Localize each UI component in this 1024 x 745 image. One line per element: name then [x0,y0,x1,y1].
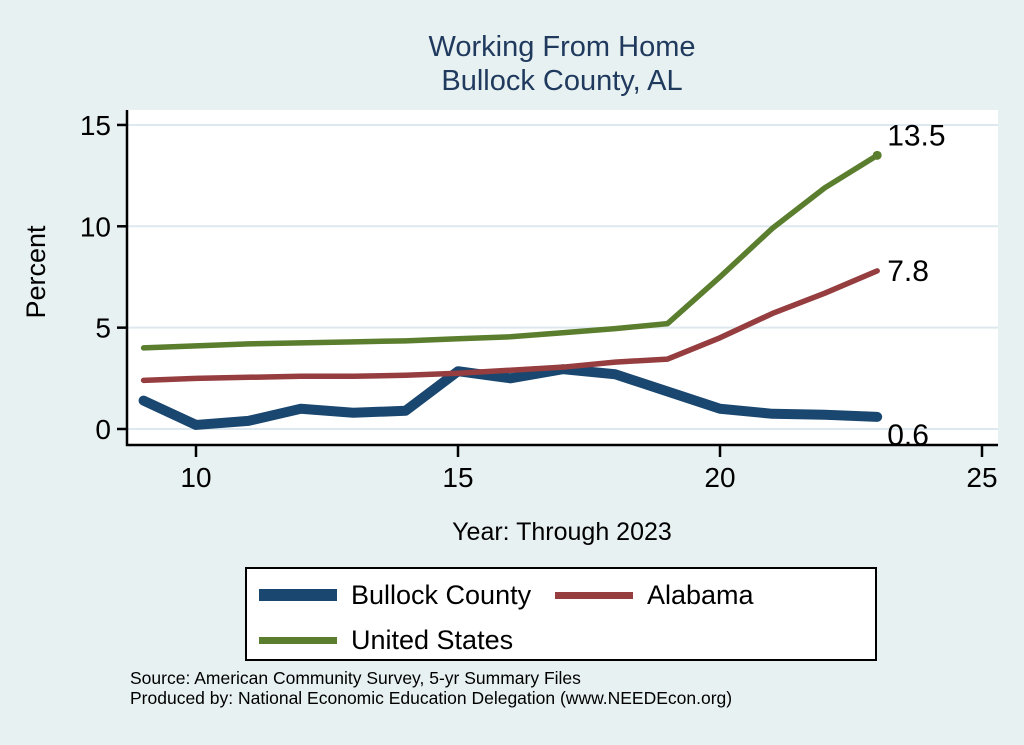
legend-item: Alabama [555,577,754,613]
series-line [138,364,883,430]
axes [125,110,998,447]
series-end-marker [872,150,882,160]
legend-item: Bullock County [259,577,531,613]
legend: Bullock County Alabama United States [245,567,877,661]
y-tick-label: 5 [95,313,111,344]
series-end-label: 13.5 [887,119,945,152]
x-tick-label: 25 [966,462,997,493]
y-axis-title-text: Percent [21,225,51,319]
y-tick-label: 10 [80,211,111,242]
chart-title-line1: Working From Home [428,31,696,63]
x-tick-label: 20 [704,462,735,493]
x-tick-label: 10 [180,462,211,493]
y-tick-label: 15 [80,110,111,141]
series-lines [138,150,883,430]
legend-label: Bullock County [351,579,532,610]
y-tick-label: 0 [95,414,111,445]
legend-item: United States [259,622,513,658]
series-end-labels: 0.6 7.8 13.5 [887,119,945,451]
x-axis-title: Year: Through 2023 [452,518,672,546]
legend-swatch [555,591,633,599]
source-line: Source: American Community Survey, 5-yr … [130,668,581,688]
legend-label: Alabama [647,579,754,610]
y-axis-title: Percent [21,225,51,319]
series-end-label: 0.6 [887,419,929,452]
axis-ticks [117,123,984,457]
chart-title-line2: Bullock County, AL [441,65,683,97]
axis-tick-labels: 0 5 10 15 10 15 20 25 [80,110,998,493]
gridlines [127,123,998,430]
legend-swatch [259,589,337,601]
produced-by-line: Produced by: National Economic Education… [130,688,733,708]
plot-area [127,110,998,445]
series-line [140,152,880,351]
legend-swatch [259,636,337,644]
chart-title: Working From Home Bullock County, AL [100,30,1024,98]
legend-label: United States [351,624,514,655]
series-line [140,268,880,384]
x-tick-label: 15 [442,462,473,493]
series-end-label: 7.8 [887,255,929,288]
source-note: Source: American Community Survey, 5-yr … [130,668,990,708]
